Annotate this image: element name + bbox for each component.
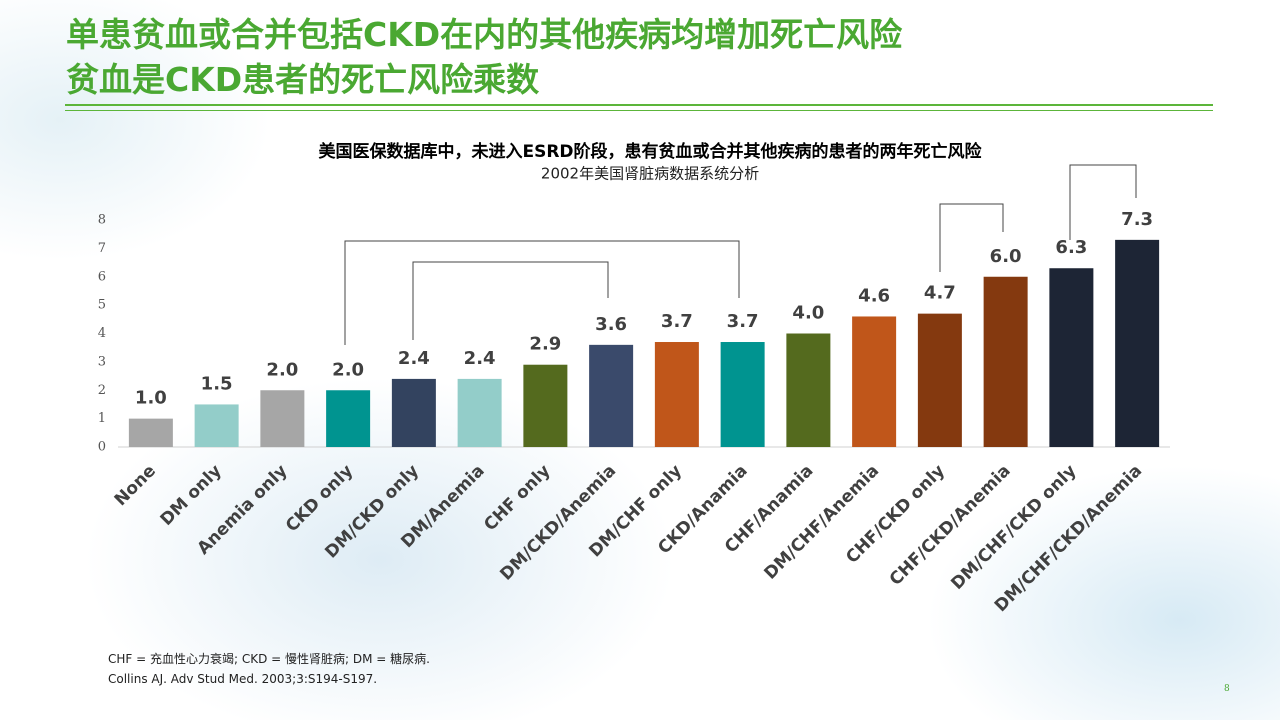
value-label: 4.7 — [924, 283, 956, 304]
chart-title: 美国医保数据库中，未进入ESRD阶段，患有贫血或合并其他疾病的患者的两年死亡风险 — [318, 141, 982, 162]
chart-subtitle: 2002年美国肾脏病数据系统分析 — [541, 165, 759, 183]
y-tick-label: 8 — [98, 213, 106, 228]
bar — [654, 342, 699, 447]
value-label: 2.4 — [398, 348, 430, 369]
value-label: 4.0 — [792, 303, 824, 324]
bracket — [412, 261, 609, 340]
y-tick-label: 1 — [98, 411, 106, 426]
value-label: 2.4 — [464, 348, 496, 369]
y-tick-label: 4 — [98, 326, 106, 341]
bracket — [939, 203, 1004, 272]
x-tick-label: CHF/CKD/Anemia — [886, 461, 1015, 590]
bar — [194, 404, 239, 447]
bar — [1049, 268, 1094, 447]
y-tick-label: 2 — [98, 383, 106, 398]
page-number: 8 — [1224, 684, 1230, 694]
slide-title: 单患贫血或合并包括CKD在内的其他疾病均增加死亡风险 — [66, 15, 903, 54]
bar — [852, 316, 897, 447]
bar — [523, 364, 568, 447]
y-tick-label: 7 — [98, 241, 106, 256]
x-tick-label: DM/CKD/Anemia — [496, 461, 620, 585]
y-tick-label: 5 — [98, 298, 106, 313]
bar — [786, 333, 831, 447]
value-label: 3.7 — [727, 311, 759, 332]
value-label: 1.5 — [201, 373, 233, 394]
slide-title: 贫血是CKD患者的死亡风险乘数 — [66, 60, 540, 99]
value-label: 3.6 — [595, 314, 627, 335]
value-label: 3.7 — [661, 311, 693, 332]
bar — [589, 344, 634, 447]
value-label: 2.0 — [266, 359, 298, 380]
bar — [128, 418, 173, 447]
title-rule — [65, 110, 1213, 111]
value-label: 4.6 — [858, 285, 890, 306]
comparison-brackets — [344, 164, 1137, 345]
title-rule — [65, 104, 1213, 106]
bar — [983, 276, 1028, 447]
value-label: 2.9 — [529, 334, 561, 355]
x-tick-label: DM only — [157, 461, 226, 530]
value-label: 7.3 — [1121, 209, 1153, 230]
bar — [457, 378, 502, 447]
y-tick-label: 6 — [98, 269, 106, 284]
bracket — [1069, 164, 1137, 240]
x-tick-label: DM/CHF/Anemia — [760, 461, 883, 584]
x-tick-label: DM/CHF/CKD only — [947, 461, 1080, 594]
bar — [1115, 239, 1160, 447]
x-tick-label: None — [111, 461, 160, 510]
value-label: 6.0 — [990, 246, 1022, 267]
bar — [720, 342, 765, 447]
bar — [260, 390, 305, 447]
value-label: 2.0 — [332, 359, 364, 380]
y-tick-label: 0 — [98, 440, 106, 455]
footnote: CHF = 充血性心力衰竭; CKD = 慢性肾脏病; DM = 糖尿病. — [108, 652, 430, 666]
footnote: Collins AJ. Adv Stud Med. 2003;3:S194-S1… — [108, 672, 378, 686]
value-label: 1.0 — [135, 388, 167, 409]
y-tick-label: 3 — [98, 354, 106, 369]
value-label: 6.3 — [1055, 237, 1087, 258]
bracket — [344, 240, 740, 345]
bar — [326, 390, 371, 447]
bar — [917, 313, 962, 447]
bar — [391, 378, 436, 447]
